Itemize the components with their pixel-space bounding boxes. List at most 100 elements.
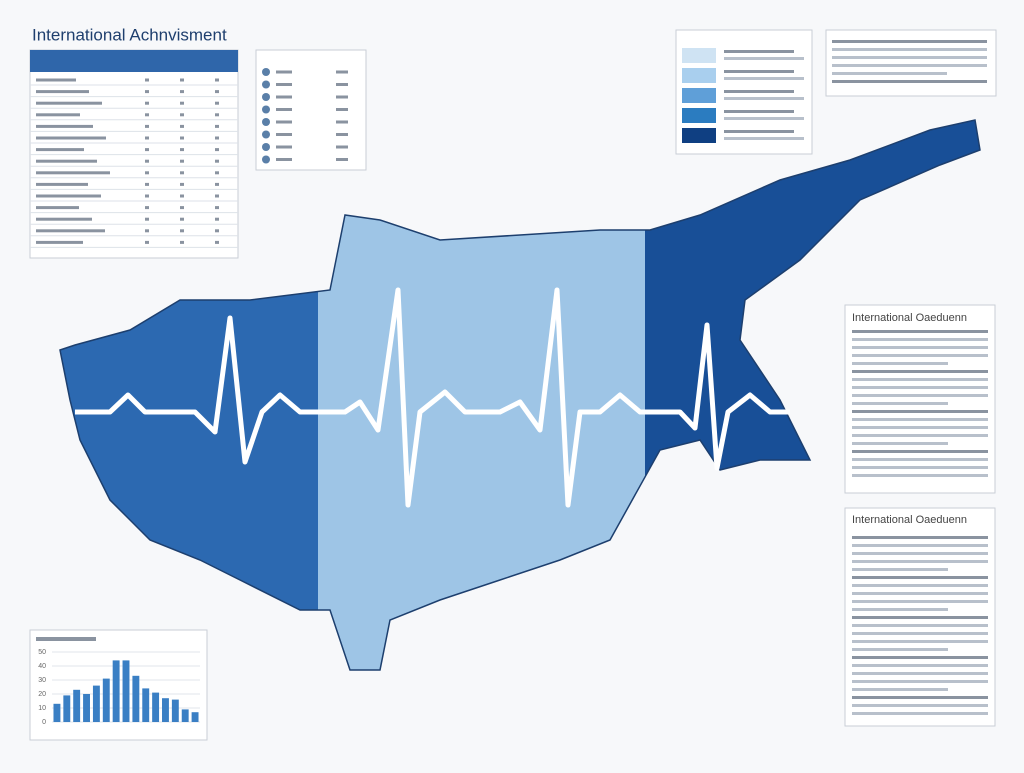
placeholder [145, 194, 149, 198]
bar [122, 660, 130, 722]
placeholder [180, 229, 184, 233]
placeholder [276, 95, 292, 99]
bar [181, 709, 189, 722]
icon [262, 93, 270, 101]
placeholder [852, 688, 948, 691]
placeholder [832, 64, 987, 67]
placeholder [180, 90, 184, 94]
bar [112, 660, 120, 722]
placeholder [215, 78, 219, 82]
placeholder [724, 130, 794, 133]
placeholder [180, 136, 184, 140]
bar [53, 703, 61, 722]
placeholder [852, 354, 988, 357]
placeholder [180, 206, 184, 210]
placeholder [852, 584, 988, 587]
placeholder [852, 576, 988, 579]
placeholder [852, 672, 988, 675]
data-list [255, 49, 367, 171]
legend-swatch [682, 48, 716, 63]
placeholder [724, 110, 794, 113]
placeholder [36, 240, 83, 244]
placeholder [215, 136, 219, 140]
data-table [29, 49, 239, 259]
placeholder [36, 148, 84, 152]
placeholder [724, 57, 804, 60]
bar [63, 695, 71, 722]
placeholder [852, 552, 988, 555]
placeholder [852, 474, 988, 477]
placeholder [36, 206, 79, 210]
bar [191, 712, 199, 722]
legend-swatch [682, 128, 716, 143]
placeholder [852, 346, 988, 349]
placeholder [180, 124, 184, 128]
placeholder [336, 70, 348, 74]
placeholder [36, 637, 96, 641]
icon [262, 80, 270, 89]
placeholder [145, 148, 149, 152]
placeholder [36, 90, 89, 94]
placeholder [852, 338, 988, 341]
placeholder [724, 117, 804, 120]
icon [262, 155, 270, 164]
legend-swatch [682, 108, 716, 123]
placeholder [180, 101, 184, 105]
placeholder [852, 434, 988, 437]
text-panel: International Oaeduenn [844, 304, 996, 494]
placeholder [215, 159, 219, 163]
bar [73, 689, 81, 722]
placeholder [852, 394, 988, 397]
placeholder [36, 101, 102, 105]
placeholder [180, 148, 184, 152]
placeholder [276, 83, 292, 86]
bar [132, 675, 140, 722]
placeholder [180, 159, 184, 163]
placeholder [852, 386, 988, 389]
placeholder [852, 616, 988, 619]
placeholder [852, 536, 988, 539]
placeholder [215, 182, 219, 186]
icon [262, 130, 270, 139]
placeholder [145, 136, 149, 140]
placeholder [724, 50, 794, 53]
map-region [318, 120, 645, 670]
bar [152, 692, 160, 722]
placeholder [180, 113, 184, 117]
placeholder [215, 206, 219, 210]
placeholder [215, 229, 219, 233]
legend-swatch [682, 68, 716, 83]
placeholder [852, 442, 948, 445]
ecg-line [75, 287, 790, 508]
placeholder [852, 402, 948, 405]
placeholder [852, 330, 988, 333]
placeholder [276, 120, 292, 124]
placeholder [336, 158, 348, 161]
placeholder [145, 159, 149, 163]
placeholder [852, 418, 988, 421]
placeholder [336, 108, 348, 111]
placeholder [36, 182, 88, 186]
placeholder [180, 78, 184, 82]
placeholder [215, 90, 219, 94]
placeholder [276, 108, 292, 111]
placeholder [852, 624, 988, 627]
placeholder [832, 80, 987, 83]
placeholder [180, 182, 184, 186]
placeholder [852, 466, 988, 469]
placeholder [180, 194, 184, 198]
panel-title: International Oaeduenn [852, 312, 967, 324]
placeholder [180, 217, 184, 221]
page-title: International Achnvisment [32, 25, 227, 44]
bar [171, 699, 179, 722]
placeholder [276, 70, 292, 74]
placeholder [832, 56, 987, 59]
placeholder [852, 450, 988, 453]
y-tick-label: 30 [38, 677, 46, 684]
placeholder [852, 696, 988, 699]
placeholder [145, 171, 149, 175]
bar [142, 688, 150, 722]
placeholder [852, 362, 948, 365]
placeholder [36, 124, 93, 128]
y-tick-label: 0 [42, 719, 46, 726]
